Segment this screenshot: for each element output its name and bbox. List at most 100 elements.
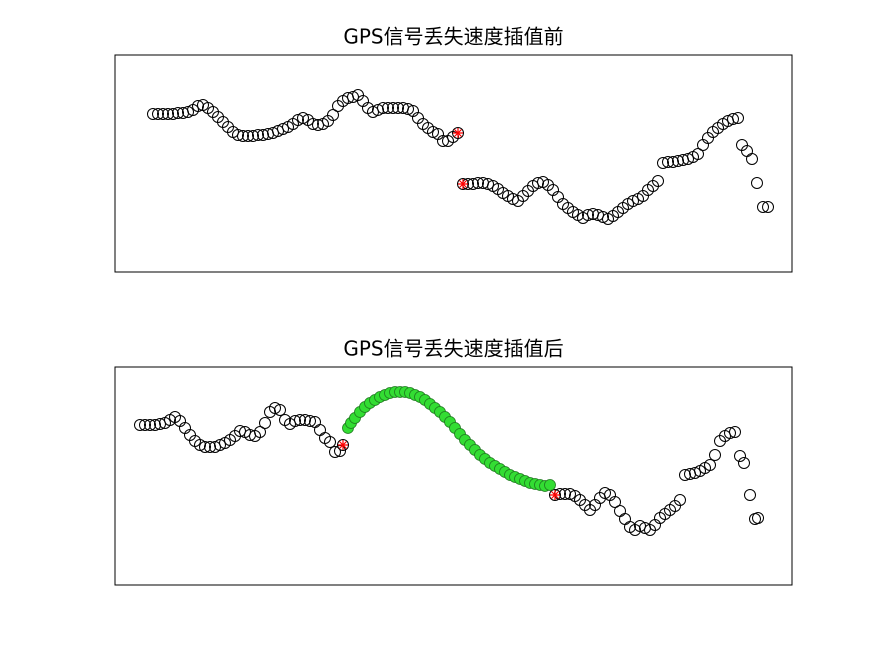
point — [704, 459, 716, 471]
point — [157, 108, 169, 120]
point — [532, 177, 544, 189]
point — [392, 102, 404, 114]
point — [194, 439, 206, 451]
point — [382, 102, 394, 114]
point — [149, 419, 161, 431]
point — [144, 419, 156, 431]
point — [274, 404, 286, 416]
point — [299, 414, 311, 426]
point — [709, 449, 721, 461]
endpoint-marker — [453, 128, 463, 138]
point — [652, 175, 664, 187]
point — [237, 130, 249, 142]
point — [549, 489, 561, 501]
point — [627, 195, 639, 207]
point — [751, 177, 763, 189]
point — [154, 418, 166, 430]
point — [674, 494, 686, 506]
point — [746, 153, 758, 165]
point — [727, 113, 739, 125]
point — [689, 467, 701, 479]
axes-box — [114, 54, 793, 273]
point — [337, 439, 349, 451]
point — [277, 123, 289, 135]
endpoint-marker — [458, 179, 468, 189]
point — [559, 488, 571, 500]
point — [209, 441, 221, 453]
point — [592, 209, 604, 221]
point — [387, 102, 399, 114]
point — [324, 436, 336, 448]
point — [682, 153, 694, 165]
point — [259, 417, 271, 429]
point — [482, 178, 494, 190]
point — [472, 177, 484, 189]
point — [199, 441, 211, 453]
point — [292, 114, 304, 126]
plot: GPS信号丢失速度插值后 — [114, 337, 793, 586]
point — [599, 487, 611, 499]
point — [729, 426, 741, 438]
point — [307, 118, 319, 130]
point — [692, 148, 704, 160]
point — [267, 127, 279, 139]
point — [147, 108, 159, 120]
point — [134, 419, 146, 431]
point — [247, 130, 259, 142]
point — [452, 127, 464, 139]
point — [372, 104, 384, 116]
endpoint-marker — [550, 490, 560, 500]
axes-box — [114, 366, 793, 586]
point — [734, 450, 746, 462]
point — [139, 419, 151, 431]
point — [582, 209, 594, 221]
point — [204, 441, 216, 453]
point — [257, 129, 269, 141]
point — [427, 126, 439, 138]
point — [304, 415, 316, 427]
point — [597, 211, 609, 223]
point — [327, 109, 339, 121]
point — [367, 106, 379, 118]
point — [667, 156, 679, 168]
chart-title: GPS信号丢失速度插值后 — [343, 337, 563, 361]
point — [724, 427, 736, 439]
point — [214, 439, 226, 451]
point — [657, 157, 669, 169]
point — [294, 414, 306, 426]
point — [182, 106, 194, 118]
point — [672, 155, 684, 167]
point — [757, 201, 769, 213]
point — [679, 469, 691, 481]
point — [732, 112, 744, 124]
point — [457, 178, 469, 190]
point — [272, 125, 284, 137]
point — [252, 129, 264, 141]
endpoint-marker — [338, 440, 348, 450]
point — [242, 130, 254, 142]
interpolated-point — [544, 479, 556, 491]
point — [232, 129, 244, 141]
point — [609, 496, 621, 508]
point — [437, 135, 449, 147]
point — [752, 512, 764, 524]
point — [402, 103, 414, 115]
point — [312, 119, 324, 131]
plot: GPS信号丢失速度插值前 — [114, 25, 793, 273]
chart-title: GPS信号丢失速度插值前 — [343, 25, 563, 49]
point — [347, 91, 359, 103]
point — [738, 457, 750, 469]
point — [762, 201, 774, 213]
point — [152, 108, 164, 120]
point — [289, 415, 301, 427]
point — [662, 156, 674, 168]
point — [167, 108, 179, 120]
point — [377, 102, 389, 114]
point — [634, 520, 646, 532]
point — [297, 112, 309, 124]
point — [744, 489, 756, 501]
point — [564, 488, 576, 500]
point — [329, 446, 341, 458]
